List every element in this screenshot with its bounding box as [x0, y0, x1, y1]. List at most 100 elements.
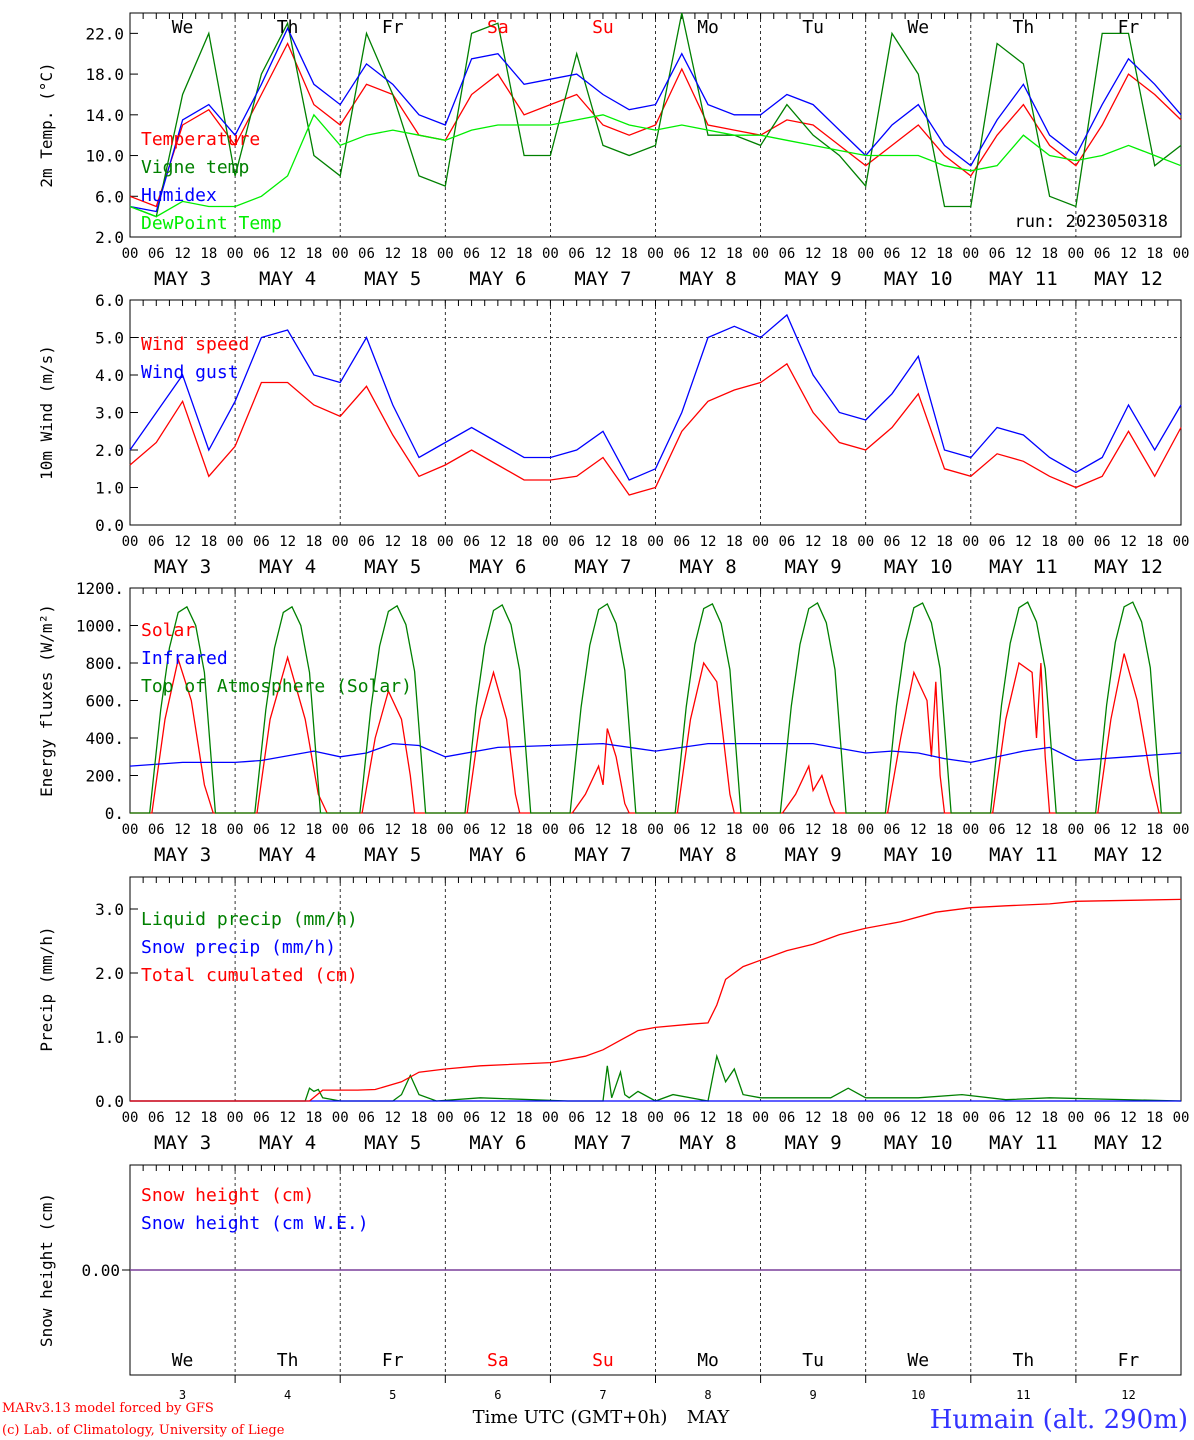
- hour-label: 06: [463, 246, 480, 262]
- date-label: MAY 12: [1094, 268, 1163, 290]
- hour-label: 12: [1015, 246, 1032, 262]
- hour-label: 12: [1015, 822, 1032, 838]
- hour-label: 18: [936, 534, 953, 550]
- series-line-humidex: [129, 26, 1182, 213]
- weekday-label: Sa: [487, 1350, 509, 1371]
- date-label: MAY 9: [785, 556, 842, 578]
- hour-label: 12: [384, 246, 401, 262]
- weekday-label: We: [907, 17, 929, 38]
- hour-label: 12: [384, 1110, 401, 1126]
- hour-label: 06: [673, 1110, 690, 1126]
- hour-label: 18: [411, 246, 428, 262]
- y-tick-label: 400.: [85, 729, 124, 748]
- hour-label: 06: [253, 1110, 270, 1126]
- date-label: MAY 12: [1094, 844, 1163, 866]
- hour-label: 12: [595, 822, 612, 838]
- hour-label: 18: [305, 822, 322, 838]
- hour-label: 18: [1146, 246, 1163, 262]
- weekday-label: Su: [592, 17, 614, 38]
- y-tick-label: 1200.: [76, 579, 124, 598]
- y-tick-label: 2.0: [95, 964, 124, 983]
- hour-label: 18: [516, 246, 533, 262]
- hour-label: 06: [989, 246, 1006, 262]
- day-number: 5: [389, 1388, 396, 1402]
- hour-label: 18: [411, 822, 428, 838]
- y-axis-title: Snow height (cm): [37, 1193, 56, 1347]
- hour-label: 18: [1146, 534, 1163, 550]
- hour-label: 12: [279, 534, 296, 550]
- weekday-label: Th: [1013, 1350, 1035, 1371]
- hour-label: 00: [122, 822, 139, 838]
- hour-label: 18: [1041, 822, 1058, 838]
- hour-label: 06: [989, 534, 1006, 550]
- hour-label: 00: [542, 822, 559, 838]
- hour-label: 00: [542, 534, 559, 550]
- panel-frame: [129, 587, 1182, 814]
- hour-label: 12: [805, 246, 822, 262]
- hour-label: 06: [884, 534, 901, 550]
- date-label: MAY 5: [364, 268, 421, 290]
- day-number: 12: [1121, 1388, 1135, 1402]
- hour-label: 18: [726, 822, 743, 838]
- hour-label: 18: [200, 1110, 217, 1126]
- hour-label: 00: [542, 246, 559, 262]
- date-label: MAY 4: [259, 556, 316, 578]
- y-tick-label: 0.0: [95, 1092, 124, 1111]
- weekday-label: Sa: [487, 17, 509, 38]
- footer-credit-line2: (c) Lab. of Climatology, University of L…: [2, 1423, 285, 1438]
- hour-label: 06: [568, 822, 585, 838]
- y-tick-label: 3.0: [95, 900, 124, 919]
- hour-label: 12: [174, 822, 191, 838]
- weekday-label: We: [172, 1350, 194, 1371]
- y-tick-label: 3.0: [95, 404, 124, 423]
- date-label: MAY 10: [884, 844, 953, 866]
- x-axis-title: Time UTC (GMT+0h): [473, 1407, 668, 1428]
- hour-label: 06: [148, 534, 165, 550]
- hour-label: 00: [122, 534, 139, 550]
- weekday-label: We: [907, 1350, 929, 1371]
- day-number: 6: [494, 1388, 501, 1402]
- hour-label: 00: [962, 822, 979, 838]
- hour-label: 00: [962, 1110, 979, 1126]
- date-label: MAY 11: [989, 1132, 1058, 1154]
- hour-label: 18: [621, 246, 638, 262]
- station-label: Humain (alt. 290m): [930, 1405, 1188, 1435]
- hour-label: 12: [279, 246, 296, 262]
- legend-entry: Liquid precip (mm/h): [141, 909, 358, 930]
- weekday-label: Su: [592, 1350, 614, 1371]
- hour-label: 06: [148, 246, 165, 262]
- hour-label: 06: [358, 246, 375, 262]
- series-line-wind-speed: [129, 362, 1182, 496]
- hour-label: 18: [411, 1110, 428, 1126]
- hour-label: 00: [437, 822, 454, 838]
- weekday-label: Tu: [802, 17, 824, 38]
- date-label: MAY 11: [989, 268, 1058, 290]
- weekday-label: Fr: [382, 17, 404, 38]
- hour-label: 06: [884, 1110, 901, 1126]
- hour-label: 18: [1146, 822, 1163, 838]
- hour-label: 06: [463, 1110, 480, 1126]
- hour-label: 18: [200, 534, 217, 550]
- hour-label: 18: [726, 246, 743, 262]
- hour-label: 00: [1067, 246, 1084, 262]
- hour-label: 00: [1067, 534, 1084, 550]
- date-label: MAY 9: [785, 268, 842, 290]
- hour-label: 00: [1173, 534, 1190, 550]
- date-label: MAY 6: [469, 1132, 526, 1154]
- date-label: MAY 8: [679, 1132, 736, 1154]
- legend-entry: DewPoint Temp: [141, 213, 282, 234]
- weekday-label: Tu: [802, 1350, 824, 1371]
- weekday-label: Mo: [697, 1350, 719, 1371]
- y-tick-label: 600.: [85, 692, 124, 711]
- hour-label: 00: [752, 822, 769, 838]
- hour-label: 12: [700, 534, 717, 550]
- hour-label: 00: [332, 1110, 349, 1126]
- panel-5: [122, 1164, 1182, 1383]
- date-label: MAY 12: [1094, 1132, 1163, 1154]
- weekday-label: Fr: [1118, 17, 1140, 38]
- hour-label: 06: [358, 1110, 375, 1126]
- hour-label: 18: [411, 534, 428, 550]
- hour-label: 00: [332, 534, 349, 550]
- legend-entry: Infrared: [141, 648, 228, 669]
